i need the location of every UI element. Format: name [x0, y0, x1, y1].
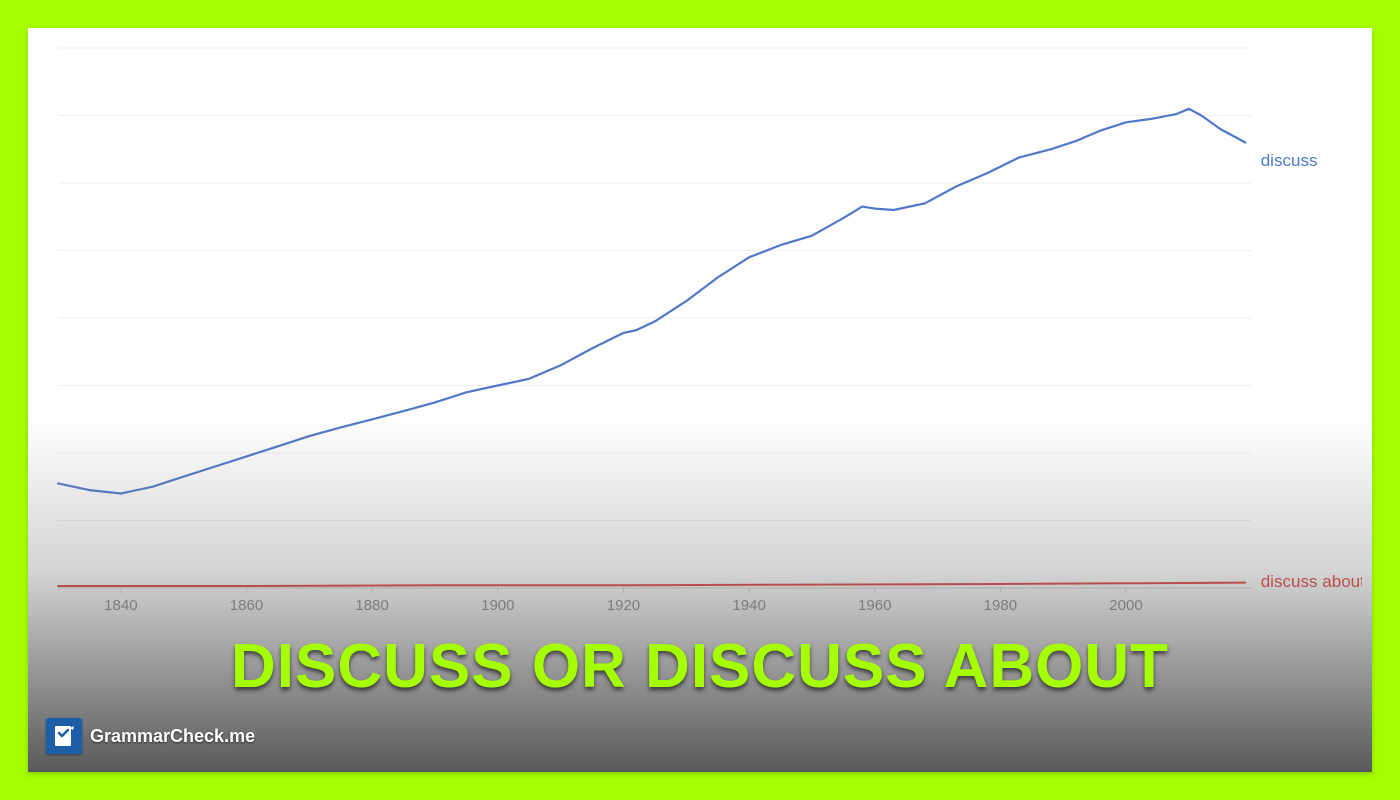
x-tick-label: 1940	[732, 597, 765, 614]
series-discuss	[58, 109, 1245, 494]
chart-svg: 1840 1860 1880 1900 1920 1940 1960 1980 2000 disc…	[38, 38, 1362, 628]
x-tick-label: 1900	[481, 597, 514, 614]
outer-frame: 1840 1860 1880 1900 1920 1940 1960 1980 2000 disc…	[0, 0, 1400, 800]
x-tick-label: 1980	[984, 597, 1017, 614]
ngram-chart: 1840 1860 1880 1900 1920 1940 1960 1980 2000 disc…	[38, 38, 1362, 628]
x-tick-label: 1860	[230, 597, 263, 614]
series-label-discuss_about: discuss about	[1261, 572, 1362, 591]
x-tick-label: 1880	[355, 597, 388, 614]
x-tick-label: 2000	[1109, 597, 1142, 614]
x-tick-label: 1920	[607, 597, 640, 614]
series-discuss_about	[58, 583, 1245, 586]
brand-name: GrammarCheck.me	[90, 726, 255, 747]
x-tick-label: 1960	[858, 597, 891, 614]
brand-badge: GrammarCheck.me	[46, 718, 255, 754]
brand-logo-icon	[46, 718, 82, 754]
title-banner: DISCUSS OR DISCUSS ABOUT	[28, 631, 1372, 702]
x-tick-label: 1840	[104, 597, 137, 614]
series-label-discuss: discuss	[1261, 151, 1318, 170]
inner-panel: 1840 1860 1880 1900 1920 1940 1960 1980 2000 disc…	[28, 28, 1372, 772]
page-title: DISCUSS OR DISCUSS ABOUT	[28, 631, 1372, 702]
